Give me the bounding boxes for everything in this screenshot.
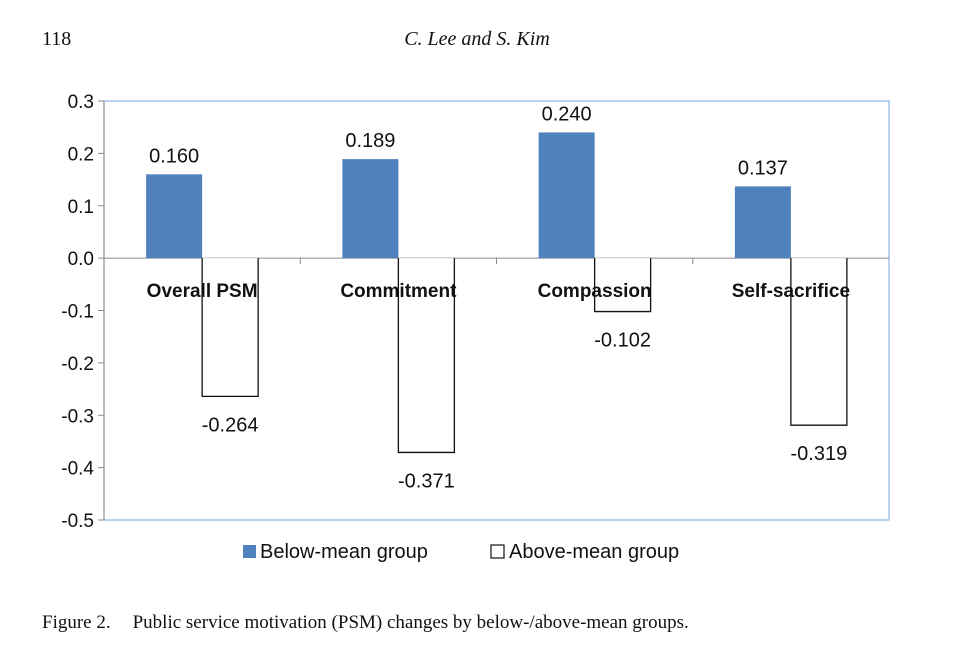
bar-below-mean [146, 174, 203, 259]
data-label-below: 0.137 [738, 157, 788, 179]
bar-above-mean [201, 258, 259, 398]
data-label-above: -0.319 [791, 443, 848, 465]
y-tick-label: -0.5 [61, 511, 94, 532]
page-number: 118 [42, 28, 72, 50]
category-label: Self-sacrifice [732, 281, 850, 302]
data-label-below: 0.240 [542, 103, 592, 125]
y-tick-label: 0.1 [68, 197, 94, 218]
data-label-above: -0.264 [202, 414, 259, 436]
bar-below-mean [342, 159, 399, 259]
y-tick-label: 0.2 [68, 144, 94, 165]
figure-caption-text: Public service motivation (PSM) changes … [132, 612, 689, 633]
bar-below-mean [734, 186, 791, 259]
bar-chart: 0.3 0.2 0.1 0.0 -0.1 -0.2 -0.3 -0.4 -0.5 0.160 -0.… [61, 92, 890, 563]
data-label-above: -0.371 [398, 470, 455, 492]
category-label: Overall PSM [147, 281, 258, 302]
figure-label: Figure 2. [42, 612, 111, 633]
y-tick-label: -0.4 [61, 459, 94, 480]
y-tick-label: 0.0 [68, 249, 94, 270]
legend-swatch-below [243, 545, 256, 558]
y-tick-label: -0.3 [61, 406, 94, 427]
legend-label-above: Above-mean group [509, 541, 679, 563]
bar-below-mean [538, 132, 595, 259]
y-tick-label: 0.3 [68, 92, 94, 113]
legend-swatch-above [490, 544, 505, 559]
category-label: Commitment [340, 281, 457, 302]
category-label: Compassion [538, 281, 652, 302]
y-tick-label: -0.2 [61, 354, 94, 375]
bar-above-mean [397, 258, 456, 454]
data-label-below: 0.160 [149, 145, 199, 167]
data-label-below: 0.189 [345, 130, 395, 152]
data-label-above: -0.102 [594, 330, 651, 352]
legend-label-below: Below-mean group [260, 541, 428, 563]
bar-above-mean [593, 258, 652, 313]
running-head: C. Lee and S. Kim [404, 28, 550, 50]
y-tick-label: -0.1 [61, 302, 94, 323]
figure-caption: Figure 2. Public service motivation (PSM)… [42, 612, 689, 634]
bar-above-mean [790, 258, 848, 426]
